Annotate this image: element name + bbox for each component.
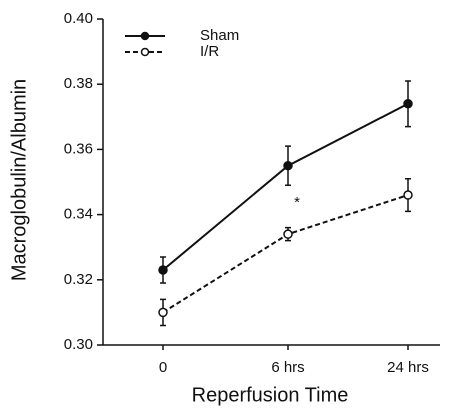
x-tick-label: 0 (159, 359, 167, 376)
y-tick-label: 0.36 (64, 140, 93, 157)
x-tick-label: 6 hrs (271, 359, 304, 376)
y-axis-label: Macroglobulin/Albumin (8, 79, 30, 281)
y-tick-label: 0.30 (64, 336, 93, 353)
point (158, 307, 168, 318)
y-tick-label: 0.34 (64, 206, 93, 223)
legend-label: Sham (200, 27, 239, 44)
legend-label: I/R (200, 43, 219, 60)
y-tick-label: 0.32 (64, 271, 93, 288)
x-axis-label: Reperfusion Time (192, 384, 349, 406)
point (158, 265, 168, 275)
legend-marker (140, 47, 150, 57)
y-tick-label: 0.40 (64, 10, 93, 27)
x-tick-label: 24 hrs (387, 359, 429, 376)
point (403, 99, 413, 109)
point (403, 190, 413, 200)
point (283, 160, 293, 171)
series-line (162, 102, 409, 271)
annotation: * (294, 194, 300, 211)
y-tick-label: 0.38 (64, 75, 93, 92)
point (283, 229, 293, 239)
legend-marker (140, 31, 150, 41)
series-line (162, 194, 409, 314)
